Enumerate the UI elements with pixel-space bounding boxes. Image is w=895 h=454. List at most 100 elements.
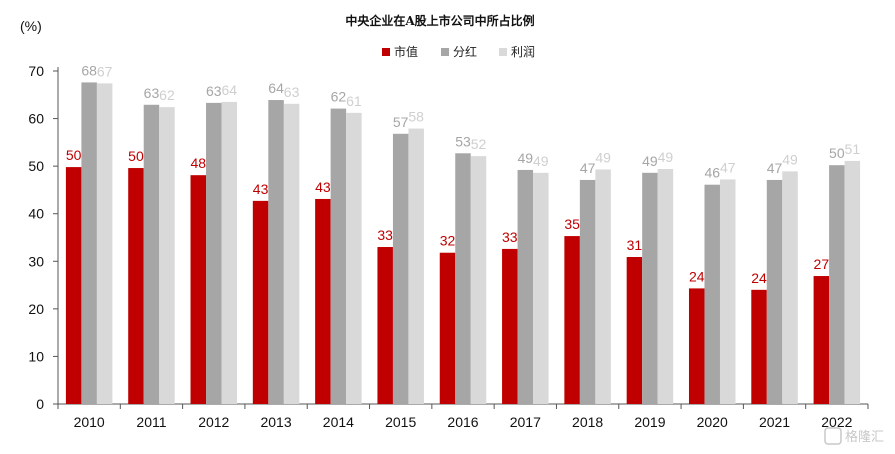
data-label: 63 — [284, 84, 300, 100]
bar — [439, 252, 456, 404]
bar — [221, 101, 238, 405]
bar — [143, 104, 160, 405]
data-label: 31 — [627, 237, 643, 253]
legend-swatch — [441, 48, 449, 56]
y-tick-label: 0 — [36, 396, 44, 412]
data-label: 49 — [518, 150, 534, 166]
x-tick-label: 2020 — [697, 414, 728, 430]
legend-label: 利润 — [511, 45, 535, 59]
data-label: 49 — [782, 151, 798, 167]
bar — [626, 257, 643, 404]
x-tick-label: 2015 — [385, 414, 416, 430]
bar — [579, 179, 596, 404]
bar — [657, 168, 674, 404]
bars-group — [65, 82, 861, 405]
data-label: 50 — [128, 148, 144, 164]
data-label: 43 — [315, 179, 331, 195]
data-label: 51 — [845, 141, 861, 157]
bar — [408, 128, 424, 404]
bar — [688, 288, 705, 404]
bar — [377, 247, 393, 404]
y-tick-label: 40 — [28, 206, 44, 222]
x-tick-label: 2010 — [74, 414, 105, 430]
y-axis: 0 10 20 30 40 50 60 70 — [28, 63, 59, 412]
data-label: 49 — [595, 149, 611, 165]
watermark-logo-icon — [824, 427, 842, 445]
bar — [128, 168, 144, 404]
data-label: 35 — [564, 216, 580, 232]
data-label: 24 — [689, 268, 705, 284]
legend-swatch — [499, 48, 507, 56]
legend-swatch — [382, 48, 390, 56]
bar — [81, 82, 97, 404]
data-label: 47 — [580, 160, 596, 176]
x-tick-label: 2014 — [323, 414, 354, 430]
bar — [502, 248, 518, 404]
x-tick-label: 2022 — [821, 414, 852, 430]
data-label: 63 — [206, 83, 222, 99]
data-label: 27 — [814, 256, 830, 272]
x-tick-label: 2021 — [759, 414, 790, 430]
legend-label: 分红 — [453, 44, 477, 59]
bar — [315, 198, 331, 404]
y-tick-label: 70 — [28, 63, 44, 79]
data-label: 46 — [704, 165, 720, 181]
x-tick-label: 2019 — [634, 414, 665, 430]
data-label: 52 — [471, 136, 487, 152]
bar — [719, 179, 736, 404]
x-tick-label: 2018 — [572, 414, 603, 430]
bar — [704, 184, 720, 404]
x-tick-label: 2012 — [198, 414, 229, 430]
data-label: 49 — [533, 153, 549, 169]
bar — [813, 276, 830, 404]
data-label: 61 — [346, 93, 362, 109]
x-tick-label: 2016 — [447, 414, 478, 430]
data-label: 49 — [658, 149, 674, 165]
data-label: 32 — [440, 233, 456, 249]
bar — [283, 103, 300, 405]
bar — [844, 160, 861, 404]
x-tick-label: 2017 — [510, 414, 541, 430]
bar — [346, 112, 362, 404]
x-tick-label: 2011 — [136, 414, 166, 430]
bar — [252, 200, 269, 404]
data-label: 49 — [642, 153, 658, 169]
bar — [751, 289, 767, 404]
data-label: 58 — [408, 109, 424, 125]
bar — [190, 175, 207, 404]
data-label: 50 — [829, 145, 845, 161]
bar — [470, 156, 487, 404]
data-label: 62 — [331, 89, 347, 105]
data-label: 57 — [393, 114, 409, 130]
watermark-text: 格隆汇 — [845, 429, 884, 445]
data-label: 43 — [253, 181, 269, 197]
x-tick-label: 2013 — [260, 414, 291, 430]
bar — [392, 133, 409, 404]
bar — [533, 172, 549, 404]
bar — [766, 179, 783, 404]
data-label: 64 — [221, 82, 237, 98]
bar — [782, 171, 798, 404]
y-tick-label: 60 — [28, 111, 44, 127]
data-label: 24 — [751, 270, 767, 286]
data-label: 63 — [144, 85, 160, 101]
bar — [330, 108, 347, 405]
data-label: 50 — [66, 147, 82, 163]
data-label: 67 — [97, 63, 113, 79]
y-tick-label: 10 — [28, 348, 44, 364]
data-label: 62 — [159, 87, 175, 103]
data-label: 33 — [502, 229, 518, 245]
bar — [642, 172, 658, 404]
legend: 市值 分红 利润 — [382, 44, 535, 59]
data-label: 33 — [377, 227, 393, 243]
data-label: 53 — [455, 133, 471, 149]
bar — [268, 100, 284, 405]
bar — [829, 165, 845, 404]
bar — [96, 83, 113, 405]
data-label: 68 — [81, 62, 97, 78]
bar — [564, 236, 580, 404]
bar — [65, 167, 82, 404]
y-tick-label: 50 — [28, 158, 44, 174]
